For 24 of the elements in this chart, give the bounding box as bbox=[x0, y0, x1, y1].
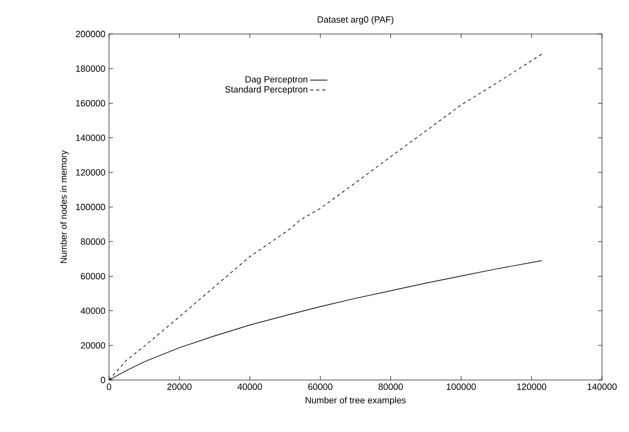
chart-title: Dataset arg0 (PAF) bbox=[318, 16, 394, 24]
y-axis-title: Number of nodes in memory bbox=[60, 150, 69, 264]
y-tick-label: 140000 bbox=[76, 134, 106, 141]
y-tick-label: 120000 bbox=[76, 169, 106, 176]
y-tick-label: 200000 bbox=[76, 30, 106, 38]
legend-label: Dag Perceptron bbox=[246, 76, 308, 84]
y-tick-label: 20000 bbox=[80, 342, 106, 349]
legend-label: Standard Perceptron bbox=[225, 86, 308, 94]
x-tick-label: 140000 bbox=[588, 384, 617, 390]
y-tick-label: 60000 bbox=[80, 273, 106, 280]
x-axis-title: Number of tree examples bbox=[306, 396, 406, 406]
x-tick-label: 40000 bbox=[238, 384, 262, 390]
y-tick-label: 80000 bbox=[80, 238, 106, 245]
x-tick-label: 20000 bbox=[167, 384, 192, 390]
y-tick-label: 100000 bbox=[76, 204, 106, 210]
y-tick-label: 180000 bbox=[76, 65, 106, 72]
y-tick-label: 160000 bbox=[76, 100, 106, 106]
x-tick-label: 80000 bbox=[378, 384, 403, 390]
x-tick-label: 60000 bbox=[308, 384, 332, 390]
x-tick-label: 0 bbox=[106, 384, 112, 390]
x-tick-label: 100000 bbox=[446, 384, 476, 390]
x-tick-label: 120000 bbox=[517, 384, 546, 390]
y-tick-label: 0 bbox=[100, 376, 106, 384]
y-tick-label: 40000 bbox=[80, 308, 106, 314]
